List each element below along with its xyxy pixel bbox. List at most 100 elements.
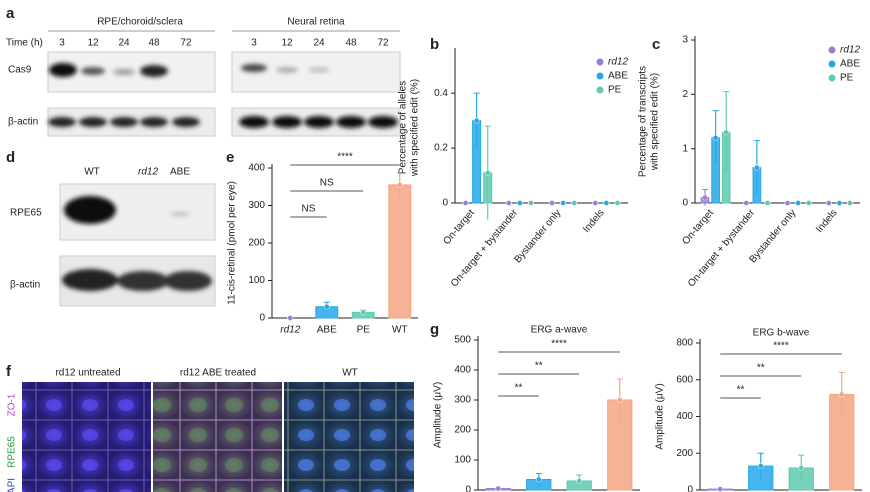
data-point <box>757 463 764 469</box>
y-tick-label: 100 <box>248 275 265 286</box>
y-tick-label: 0 <box>682 198 688 209</box>
data-point <box>571 200 578 206</box>
blot-section: Neural retina <box>287 17 345 28</box>
lane-label: 12 <box>281 38 293 49</box>
data-point <box>847 200 853 206</box>
micrograph <box>284 382 414 492</box>
data-point <box>592 200 599 206</box>
data-point <box>549 200 555 206</box>
image-label: rd12 untreated <box>55 368 120 379</box>
y-tick-label: 800 <box>676 338 693 349</box>
y-axis-label: with specified edit (%) <box>410 79 421 177</box>
legend-marker <box>828 60 836 68</box>
blot-row-label: β-actin <box>10 280 40 291</box>
y-axis-label: Percentage of transcripts <box>638 66 649 177</box>
y-tick-label: 0 <box>465 485 471 492</box>
significance-label: ** <box>515 383 523 394</box>
lane-label: 24 <box>313 38 325 49</box>
data-point <box>360 309 367 316</box>
significance-label: ** <box>757 363 765 374</box>
data-point <box>528 200 534 206</box>
data-point <box>805 200 812 206</box>
x-tick-label: Bystander only <box>512 208 563 266</box>
y-axis-label: Amplitude (μV) <box>655 383 666 449</box>
x-tick-label: ABE <box>317 325 337 336</box>
blot-row-label: RPE65 <box>10 208 42 219</box>
significance-label: NS <box>302 204 316 215</box>
stain-label: RPE65 <box>7 436 18 468</box>
blot-row-label: β-actin <box>8 117 38 128</box>
y-tick-label: 0.4 <box>434 88 448 99</box>
y-axis-label: Amplitude (μV) <box>433 382 444 448</box>
lane-label: 3 <box>251 38 257 49</box>
blot-image <box>47 51 401 137</box>
image-label: rd12 ABE treated <box>180 368 256 379</box>
legend-marker <box>828 74 836 82</box>
data-point <box>838 391 845 398</box>
y-tick-label: 200 <box>676 448 693 459</box>
y-tick-label: 600 <box>676 374 693 385</box>
data-point <box>614 200 621 206</box>
panel-label: g <box>430 321 439 338</box>
panel-label: b <box>430 36 439 53</box>
legend-marker <box>596 86 604 94</box>
data-point <box>323 303 330 310</box>
data-point <box>754 164 760 171</box>
blot-image <box>59 183 216 307</box>
y-tick-label: 0 <box>687 485 693 492</box>
significance-label: **** <box>337 152 353 163</box>
stain-label: ZO-1 <box>7 393 18 416</box>
image-label: WT <box>342 368 358 379</box>
x-tick-label: rd12 <box>280 325 300 336</box>
micrograph <box>22 382 151 492</box>
time-label: Time (h) <box>6 38 43 49</box>
panel-label: f <box>6 363 12 380</box>
data-point <box>825 200 832 206</box>
y-tick-label: 2 <box>682 89 688 100</box>
legend-label: ABE <box>608 71 628 82</box>
data-point <box>836 200 843 206</box>
data-point <box>616 397 623 403</box>
micrograph <box>153 382 282 492</box>
x-tick-label: Indels <box>814 208 840 236</box>
data-point <box>723 129 730 136</box>
y-tick-label: 3 <box>682 35 688 46</box>
y-axis-label: Percentage of alleles <box>398 81 409 174</box>
data-point <box>517 200 523 206</box>
y-tick-label: 0.2 <box>434 143 448 154</box>
bar <box>388 184 412 319</box>
y-tick-label: 0 <box>259 313 265 324</box>
y-tick-label: 500 <box>454 335 471 346</box>
lane-label: 72 <box>377 38 389 49</box>
data-point <box>603 200 610 206</box>
data-point <box>798 465 805 471</box>
data-point <box>743 200 750 206</box>
legend-label: rd12 <box>608 57 628 68</box>
data-point <box>795 200 801 206</box>
significance-label: **** <box>551 339 567 350</box>
y-tick-label: 300 <box>248 200 265 211</box>
data-point <box>702 194 708 201</box>
legend-label: PE <box>608 85 622 96</box>
x-tick-label: WT <box>392 325 408 336</box>
data-point <box>560 200 566 206</box>
x-tick-label: PE <box>357 325 371 336</box>
panel-label: e <box>226 149 234 166</box>
legend-marker <box>596 72 604 80</box>
lane-label: 48 <box>345 38 357 49</box>
data-point <box>535 476 542 483</box>
lane-label: 72 <box>180 38 192 49</box>
data-point <box>717 486 724 492</box>
y-tick-label: 400 <box>248 163 265 174</box>
y-tick-label: 100 <box>454 455 471 466</box>
panel-label: d <box>6 149 15 166</box>
data-point <box>576 478 583 484</box>
lane-label: 24 <box>118 38 130 49</box>
y-tick-label: 200 <box>454 425 471 436</box>
lane-label: WT <box>84 167 100 178</box>
significance-label: **** <box>773 341 789 352</box>
data-point <box>495 485 502 492</box>
significance-label: NS <box>320 178 334 189</box>
y-axis-label: 11-cis-retinal (pmol per eye) <box>227 181 238 305</box>
